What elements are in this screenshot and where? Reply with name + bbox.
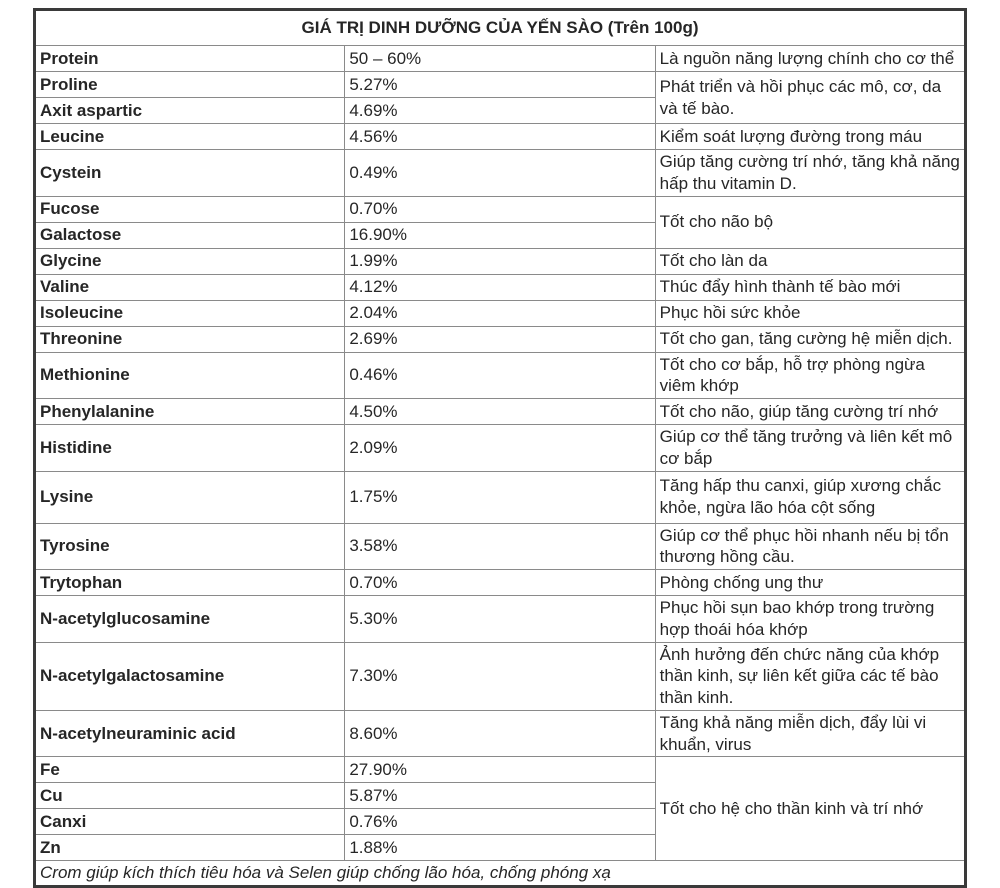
nutrient-benefit: Giúp cơ thể phục hồi nhanh nếu bị tổn th… bbox=[654, 522, 967, 570]
table-row: Protein 50 – 60% Là nguồn năng lượng chí… bbox=[33, 45, 967, 72]
title-row: GIÁ TRỊ DINH DƯỠNG CỦA YẾN SÀO (Trên 100… bbox=[34, 9, 966, 46]
table-row: Methionine 0.46% Tốt cho cơ bắp, hỗ trợ … bbox=[33, 351, 967, 399]
nutrient-name: N-acetylglucosamine bbox=[33, 595, 346, 643]
nutrient-name: N-acetylneuraminic acid bbox=[33, 709, 346, 758]
nutrient-name: Cystein bbox=[33, 149, 346, 197]
nutrient-value: 0.76% bbox=[344, 808, 656, 836]
footer-row: Crom giúp kích thích tiêu hóa và Selen g… bbox=[34, 860, 966, 888]
nutrient-benefit: Tốt cho hệ cho thần kinh và trí nhớ bbox=[654, 756, 967, 862]
nutrient-name: Fucose bbox=[33, 195, 346, 223]
nutrient-benefit: Phát triển và hồi phục các mô, cơ, da và… bbox=[654, 71, 967, 124]
nutrient-value: 27.90% bbox=[344, 756, 656, 784]
nutrient-benefit: Thúc đẩy hình thành tế bào mới bbox=[654, 273, 967, 301]
nutrient-name: Galactose bbox=[33, 221, 346, 249]
nutrient-benefit: Phục hồi sụn bao khớp trong trường hợp t… bbox=[654, 595, 967, 643]
nutrient-name: Leucine bbox=[33, 123, 346, 150]
nutrient-value: 16.90% bbox=[344, 221, 656, 249]
nutrient-name: Proline bbox=[33, 71, 346, 98]
nutrient-benefit: Giúp tăng cường trí nhớ, tăng khả năng h… bbox=[654, 149, 967, 197]
nutrient-name: N-acetylgalactosamine bbox=[33, 641, 346, 711]
table-row: Isoleucine 2.04% Phục hồi sức khỏe bbox=[33, 299, 967, 327]
nutrient-name: Valine bbox=[33, 273, 346, 301]
nutrient-value: 1.99% bbox=[344, 247, 656, 275]
nutrient-benefit: Tăng hấp thu canxi, giúp xương chắc khỏe… bbox=[654, 470, 967, 524]
nutrient-name: Trytophan bbox=[33, 569, 346, 596]
nutrient-value: 0.70% bbox=[344, 569, 656, 596]
nutrient-name: Methionine bbox=[33, 351, 346, 399]
nutrient-name: Cu bbox=[33, 782, 346, 810]
nutrient-value: 1.75% bbox=[344, 470, 656, 524]
nutrient-name: Zn bbox=[33, 834, 346, 862]
nutrient-name: Glycine bbox=[33, 247, 346, 275]
nutrient-value: 5.87% bbox=[344, 782, 656, 810]
nutrient-value: 2.04% bbox=[344, 299, 656, 327]
nutrient-benefit: Giúp cơ thể tăng trưởng và liên kết mô c… bbox=[654, 424, 967, 472]
nutrient-benefit: Ảnh hưởng đến chức năng của khớp thần ki… bbox=[654, 641, 967, 711]
table-row: Leucine 4.56% Kiểm soát lượng đường tron… bbox=[33, 123, 967, 150]
nutrient-benefit: Tốt cho não, giúp tăng cường trí nhớ bbox=[654, 398, 967, 425]
nutrient-name: Protein bbox=[33, 45, 346, 72]
nutrient-value: 4.69% bbox=[344, 97, 656, 124]
nutrient-name: Lysine bbox=[33, 470, 346, 524]
nutrient-value: 2.69% bbox=[344, 325, 656, 353]
table-row: Histidine 2.09% Giúp cơ thể tăng trưởng … bbox=[33, 424, 967, 472]
page: GIÁ TRỊ DINH DƯỠNG CỦA YẾN SÀO (Trên 100… bbox=[33, 8, 967, 888]
nutrient-value: 5.30% bbox=[344, 595, 656, 643]
nutrient-name: Fe bbox=[33, 756, 346, 784]
nutrient-benefit: Phòng chống ung thư bbox=[654, 569, 967, 596]
nutrient-benefit: Tốt cho làn da bbox=[654, 247, 967, 275]
footer-note: Crom giúp kích thích tiêu hóa và Selen g… bbox=[34, 860, 966, 888]
table-row: Trytophan 0.70% Phòng chống ung thư bbox=[33, 569, 967, 596]
nutrient-benefit: Tốt cho gan, tăng cường hệ miễn dịch. bbox=[654, 325, 967, 353]
nutrient-value: 0.49% bbox=[344, 149, 656, 197]
table-row: Tyrosine 3.58% Giúp cơ thể phục hồi nhan… bbox=[33, 522, 967, 570]
nutrient-value: 2.09% bbox=[344, 424, 656, 472]
table-row: Axit aspartic 4.69% bbox=[33, 97, 966, 124]
nutrient-value: 50 – 60% bbox=[344, 45, 656, 72]
nutrient-value: 0.70% bbox=[344, 195, 656, 223]
nutrient-name: Phenylalanine bbox=[33, 398, 346, 425]
table-row: Threonine 2.69% Tốt cho gan, tăng cường … bbox=[33, 325, 967, 353]
nutrient-benefit: Tốt cho não bộ bbox=[654, 195, 967, 249]
table-row: Galactose 16.90% bbox=[33, 221, 966, 249]
nutrient-name: Axit aspartic bbox=[33, 97, 346, 124]
nutrient-name: Canxi bbox=[33, 808, 346, 836]
table-row: Valine 4.12% Thúc đẩy hình thành tế bào … bbox=[33, 273, 967, 301]
nutrient-value: 7.30% bbox=[344, 641, 656, 711]
nutrient-benefit: Tăng khả năng miễn dịch, đẩy lùi vi khuẩ… bbox=[654, 709, 967, 758]
nutrient-value: 5.27% bbox=[344, 71, 656, 98]
nutrient-value: 1.88% bbox=[344, 834, 656, 862]
nutrient-name: Isoleucine bbox=[33, 299, 346, 327]
table-row: Glycine 1.99% Tốt cho làn da bbox=[33, 247, 967, 275]
nutrient-value: 0.46% bbox=[344, 351, 656, 399]
table-row: Lysine 1.75% Tăng hấp thu canxi, giúp xư… bbox=[33, 470, 967, 524]
nutrient-value: 4.50% bbox=[344, 398, 656, 425]
table-row: Fe 27.90% Tốt cho hệ cho thần kinh và tr… bbox=[33, 756, 967, 862]
table-row: Fucose 0.70% Tốt cho não bộ bbox=[33, 195, 967, 249]
nutrient-name: Threonine bbox=[33, 325, 346, 353]
table-row: N-acetylgalactosamine 7.30% Ảnh hưởng đế… bbox=[33, 641, 967, 711]
nutrient-benefit: Phục hồi sức khỏe bbox=[654, 299, 967, 327]
table-row: Cystein 0.49% Giúp tăng cường trí nhớ, t… bbox=[33, 149, 967, 197]
nutrient-name: Tyrosine bbox=[33, 522, 346, 570]
table-row: N-acetylneuraminic acid 8.60% Tăng khả n… bbox=[33, 709, 967, 758]
table-row: Phenylalanine 4.50% Tốt cho não, giúp tă… bbox=[33, 398, 967, 425]
nutrient-name: Histidine bbox=[33, 424, 346, 472]
nutrition-table: GIÁ TRỊ DINH DƯỠNG CỦA YẾN SÀO (Trên 100… bbox=[33, 8, 967, 888]
table-row: Proline 5.27% Phát triển và hồi phục các… bbox=[33, 71, 967, 124]
nutrient-value: 3.58% bbox=[344, 522, 656, 570]
table-row: N-acetylglucosamine 5.30% Phục hồi sụn b… bbox=[33, 595, 967, 643]
nutrient-value: 4.12% bbox=[344, 273, 656, 301]
nutrient-value: 4.56% bbox=[344, 123, 656, 150]
nutrient-benefit: Là nguồn năng lượng chính cho cơ thể bbox=[654, 45, 967, 72]
nutrient-benefit: Kiểm soát lượng đường trong máu bbox=[654, 123, 967, 150]
table-title: GIÁ TRỊ DINH DƯỠNG CỦA YẾN SÀO (Trên 100… bbox=[34, 9, 966, 46]
nutrient-benefit: Tốt cho cơ bắp, hỗ trợ phòng ngừa viêm k… bbox=[654, 351, 967, 399]
